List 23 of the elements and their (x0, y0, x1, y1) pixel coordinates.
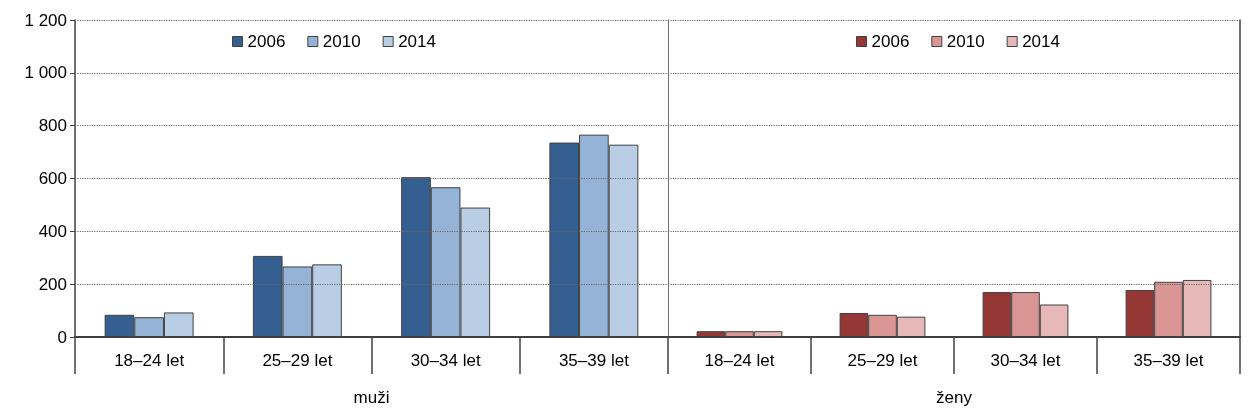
x-tick-label: 35–39 let (558, 351, 630, 370)
legend-label: 2006 (247, 32, 286, 51)
y-tick-label: 800 (38, 116, 67, 136)
x-tick-label: 25–29 let (262, 351, 333, 370)
y-tick-label: 1 200 (24, 10, 67, 30)
legend-label: 2014 (398, 32, 436, 51)
legend-label: 2006 (871, 32, 910, 51)
x-tick-label: 35–39 let (1133, 351, 1204, 370)
legend-label: 2010 (322, 32, 361, 51)
y-tick-label: 0 (57, 327, 67, 347)
x-tick-label: 30–34 let (990, 351, 1061, 370)
x-axis-title: muži (353, 388, 390, 407)
legend-label: 2014 (1022, 32, 1060, 51)
x-tick-label: 18–24 let (704, 351, 775, 370)
y-tick-label: 1 000 (24, 63, 67, 83)
x-tick-label: 25–29 let (847, 351, 918, 370)
x-axis-title: ženy (936, 388, 973, 407)
legend-label: 2010 (946, 32, 985, 51)
y-tick-label: 400 (38, 221, 67, 241)
x-tick-label: 30–34 let (410, 351, 481, 370)
y-tick-label: 600 (38, 169, 67, 188)
x-tick-label: 18–24 let (114, 351, 185, 370)
y-tick-label: 200 (38, 274, 67, 294)
